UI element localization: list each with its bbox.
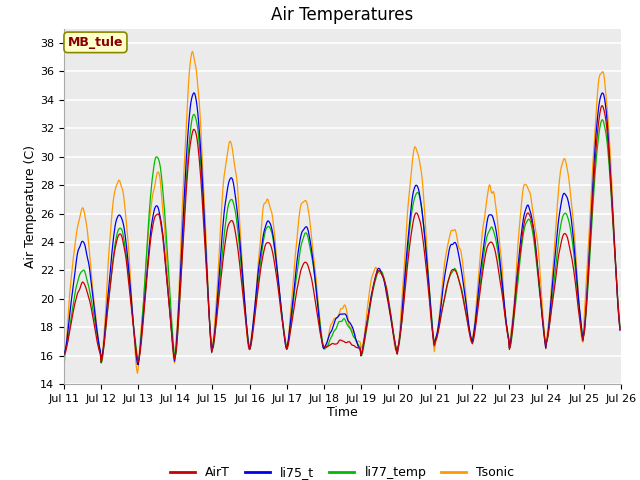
Tsonic [60, 362, 68, 368]
AirT [70, 304, 78, 310]
li75_t [616, 327, 624, 333]
Line: Tsonic: Tsonic [64, 51, 620, 373]
AirT [616, 327, 624, 333]
AirT [598, 103, 606, 108]
Line: AirT: AirT [64, 106, 620, 362]
li77_temp [412, 194, 419, 200]
li77_temp [616, 324, 624, 330]
Legend: AirT, li75_t, li77_temp, Tsonic: AirT, li75_t, li77_temp, Tsonic [165, 461, 520, 480]
Tsonic [70, 249, 78, 255]
li77_temp [70, 297, 78, 302]
li77_temp [215, 290, 223, 296]
Tsonic [428, 313, 435, 319]
Tsonic [127, 289, 135, 295]
AirT [128, 312, 136, 318]
Text: MB_tule: MB_tule [68, 36, 124, 49]
li75_t [127, 297, 135, 302]
Tsonic [616, 324, 624, 330]
AirT [427, 311, 435, 316]
li77_temp [190, 111, 198, 117]
Line: li75_t: li75_t [64, 93, 620, 365]
Tsonic [134, 371, 141, 376]
li75_t [60, 351, 68, 357]
li77_temp [60, 353, 68, 359]
Title: Air Temperatures: Air Temperatures [271, 6, 413, 24]
li77_temp [185, 148, 193, 154]
AirT [97, 360, 105, 365]
li77_temp [428, 310, 435, 315]
li75_t [190, 90, 198, 96]
Tsonic [215, 260, 223, 265]
li77_temp [97, 360, 105, 366]
Tsonic [412, 144, 419, 149]
AirT [60, 351, 68, 357]
AirT [410, 214, 418, 219]
AirT [214, 304, 221, 310]
li75_t [412, 183, 419, 189]
li75_t [134, 362, 142, 368]
Tsonic [185, 81, 193, 86]
li75_t [185, 123, 193, 129]
X-axis label: Time: Time [327, 407, 358, 420]
li75_t [215, 279, 223, 285]
Line: li77_temp: li77_temp [64, 114, 620, 363]
li75_t [70, 277, 78, 283]
Tsonic [189, 48, 196, 54]
Y-axis label: Air Temperature (C): Air Temperature (C) [24, 145, 37, 268]
li77_temp [128, 307, 136, 313]
li75_t [428, 314, 435, 320]
AirT [185, 157, 193, 163]
